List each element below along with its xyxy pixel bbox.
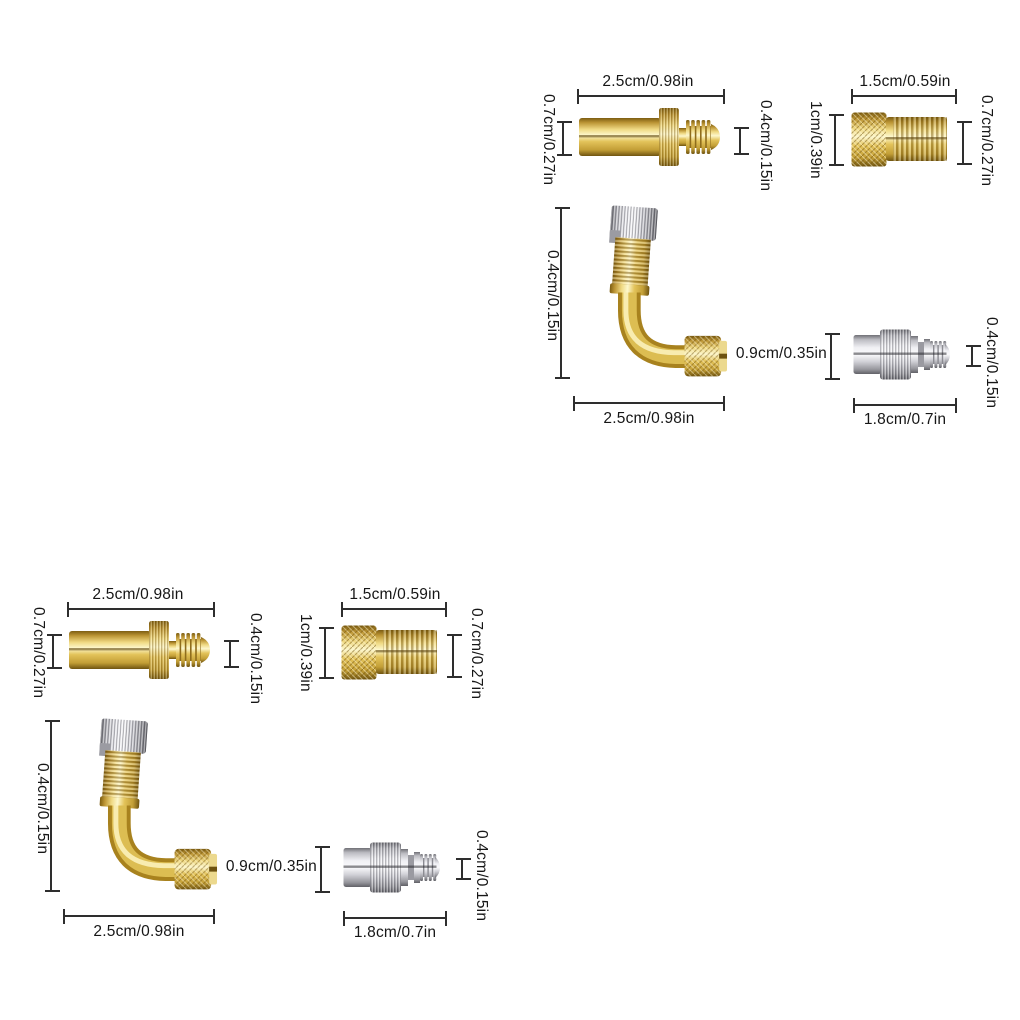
straight-adapter-length-dim-line (67, 602, 215, 617)
silver-adapter-thread-diameter-label: 0.4cm/0.15in (473, 830, 490, 922)
straight-adapter-body-dim-line (557, 121, 572, 156)
schrader-adapter-body-diameter-label: 0.7cm/0.27in (468, 607, 485, 700)
angled-extender-height-dim-line (45, 720, 60, 892)
angled-extender-tube-diameter-label: 0.4cm/0.15in (34, 763, 51, 855)
angled-extender-length-label: 2.5cm/0.98in (93, 923, 185, 940)
schrader-adapter-length-dim-line (341, 602, 447, 617)
schrader-adapter-image (341, 625, 438, 680)
schrader-adapter-head-diameter-label: 1cm/0.39in (807, 101, 824, 179)
straight-adapter-body-dim-line (47, 634, 62, 669)
schrader-adapter-head-dim-line (829, 114, 844, 166)
silver-adapter-image (853, 329, 950, 380)
straight-adapter-body-diameter-label: 0.7cm/0.27in (30, 606, 47, 699)
silver-adapter-length-label: 1.8cm/0.7in (353, 924, 437, 941)
straight-adapter-thread-diameter-label: 0.4cm/0.15in (757, 99, 774, 192)
dimension-diagram-group-bottom-left: 2.5cm/0.98in 0.7cm/0.27in 0.4cm/0.15in 1… (20, 570, 498, 950)
straight-adapter-thread-diameter-label: 0.4cm/0.15in (247, 612, 264, 705)
straight-adapter-length-dim-line (577, 89, 725, 104)
silver-adapter-thread-diameter-label: 0.4cm/0.15in (983, 317, 1000, 409)
angled-extender-height-dim-line (555, 207, 570, 379)
angled-extender-image (580, 205, 728, 381)
schrader-adapter-length-label: 1.5cm/0.59in (859, 73, 951, 90)
angled-extender-tube-diameter-label: 0.4cm/0.15in (544, 250, 561, 342)
silver-adapter-thread-dim-line (966, 345, 981, 367)
angled-extender-length-dim-line (573, 396, 725, 411)
straight-adapter-body-diameter-label: 0.7cm/0.27in (540, 93, 557, 186)
silver-adapter-length-dim-line (853, 398, 957, 413)
straight-adapter-thread-dim-line (734, 127, 749, 155)
schrader-adapter-body-dim-line (957, 121, 972, 165)
schrader-adapter-image (851, 112, 948, 167)
straight-adapter-image (578, 107, 720, 167)
silver-adapter-body-diameter-label: 0.9cm/0.35in (225, 858, 317, 875)
angled-extender-image (70, 718, 218, 894)
silver-adapter-length-dim-line (343, 911, 447, 926)
angled-extender-length-dim-line (63, 909, 215, 924)
silver-adapter-thread-dim-line (456, 858, 471, 880)
schrader-adapter-body-diameter-label: 0.7cm/0.27in (978, 94, 995, 187)
silver-adapter-body-dim-line (315, 846, 330, 893)
schrader-adapter-head-dim-line (319, 627, 334, 679)
straight-adapter-image (68, 620, 210, 680)
silver-adapter-body-diameter-label: 0.9cm/0.35in (735, 345, 827, 362)
straight-adapter-length-label: 2.5cm/0.98in (602, 73, 694, 90)
schrader-adapter-length-label: 1.5cm/0.59in (349, 586, 441, 603)
straight-adapter-length-label: 2.5cm/0.98in (92, 586, 184, 603)
angled-extender-length-label: 2.5cm/0.98in (603, 410, 695, 427)
silver-adapter-length-label: 1.8cm/0.7in (863, 411, 947, 428)
silver-adapter-body-dim-line (825, 333, 840, 380)
schrader-adapter-length-dim-line (851, 89, 957, 104)
schrader-adapter-head-diameter-label: 1cm/0.39in (297, 614, 314, 692)
silver-adapter-image (343, 842, 440, 893)
dimension-diagram-group-top-right: 2.5cm/0.98in 0.7cm/0.27in 0.4cm/0.15in 1… (530, 57, 1008, 437)
straight-adapter-thread-dim-line (224, 640, 239, 668)
schrader-adapter-body-dim-line (447, 634, 462, 678)
